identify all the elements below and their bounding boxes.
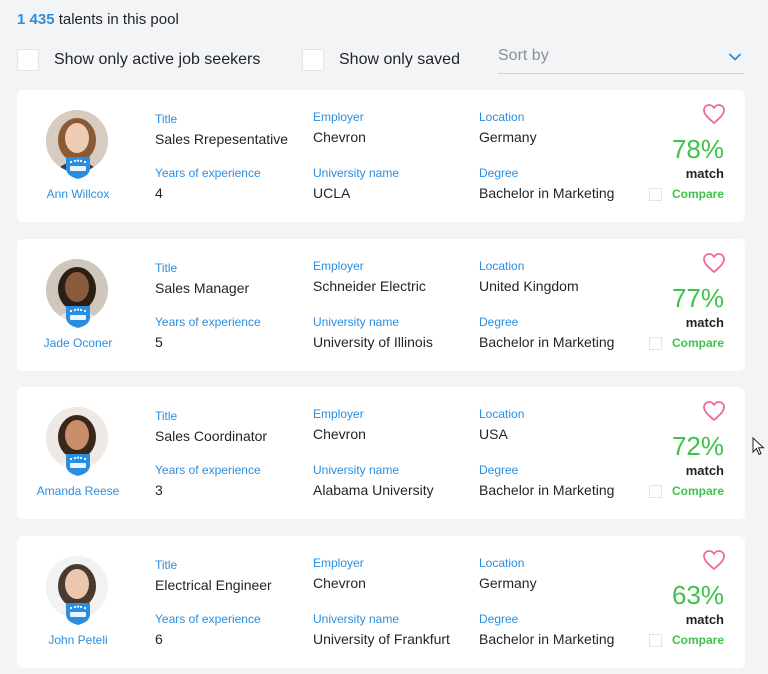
title-label: Title: [155, 409, 178, 423]
match-label: match: [685, 463, 724, 478]
compare-checkbox[interactable]: [649, 337, 662, 350]
degree-value: Bachelor in Marketing: [479, 185, 615, 201]
degree-value: Bachelor in Marketing: [479, 631, 615, 647]
years-label: Years of experience: [155, 315, 261, 329]
university-label: University name: [313, 315, 400, 329]
compare-label[interactable]: Compare: [672, 633, 725, 647]
chevron-down-icon: [729, 53, 741, 61]
university-value: University of Illinois: [313, 334, 433, 350]
compare-checkbox[interactable]: [649, 634, 662, 647]
active-seekers-checkbox[interactable]: [17, 49, 39, 71]
match-label: match: [685, 612, 724, 627]
degree-label: Degree: [479, 315, 519, 329]
employer-label: Employer: [313, 556, 364, 570]
sort-placeholder: Sort by: [498, 47, 549, 64]
degree-label: Degree: [479, 612, 519, 626]
talent-count: 1 435: [17, 11, 55, 28]
years-value: 4: [155, 185, 163, 201]
years-value: 6: [155, 631, 163, 647]
location-value: Germany: [479, 129, 537, 145]
sort-dropdown[interactable]: Sort by: [498, 44, 744, 74]
degree-label: Degree: [479, 463, 519, 477]
saved-only-checkbox[interactable]: [302, 49, 324, 71]
heart-icon[interactable]: [702, 252, 726, 274]
university-label: University name: [313, 463, 400, 477]
employer-label: Employer: [313, 407, 364, 421]
compare-checkbox[interactable]: [649, 485, 662, 498]
heart-icon[interactable]: [702, 400, 726, 422]
filter-bar: Show only active job seekers Show only s…: [17, 44, 745, 80]
years-label: Years of experience: [155, 612, 261, 626]
employer-label: Employer: [313, 259, 364, 273]
saved-only-label: Show only saved: [339, 51, 460, 68]
employer-label: Employer: [313, 110, 364, 124]
location-value: United Kingdom: [479, 278, 579, 294]
talent-name-link[interactable]: John Peteli: [48, 633, 108, 647]
title-label: Title: [155, 558, 178, 572]
location-label: Location: [479, 556, 525, 570]
degree-value: Bachelor in Marketing: [479, 334, 615, 350]
talent-card[interactable]: Amanda Reese Title Sales Coordinator Emp…: [17, 387, 745, 519]
talent-count-line: 1 435 talents in this pool: [17, 11, 179, 28]
match-percentage: 78%: [671, 134, 724, 164]
employer-value: Chevron: [313, 575, 366, 591]
talent-name-link[interactable]: Ann Willcox: [46, 187, 110, 201]
location-label: Location: [479, 259, 525, 273]
elite-badge-icon: [66, 603, 90, 625]
elite-badge-icon: [66, 454, 90, 476]
heart-icon[interactable]: [702, 549, 726, 571]
university-value: Alabama University: [313, 482, 434, 498]
university-value: UCLA: [313, 185, 351, 201]
match-label: match: [685, 315, 724, 330]
compare-label[interactable]: Compare: [672, 187, 725, 201]
avatar: [46, 407, 108, 469]
years-label: Years of experience: [155, 166, 261, 180]
university-value: University of Frankfurt: [313, 631, 450, 647]
talent-name-link[interactable]: Amanda Reese: [36, 484, 120, 498]
degree-label: Degree: [479, 166, 519, 180]
talent-card[interactable]: Jade Oconer Title Sales Manager Employer…: [17, 239, 745, 371]
elite-badge-icon: [66, 306, 90, 328]
talent-count-suffix: talents in this pool: [54, 11, 179, 28]
university-label: University name: [313, 612, 400, 626]
match-percentage: 72%: [671, 431, 724, 461]
location-value: Germany: [479, 575, 537, 591]
years-value: 5: [155, 334, 163, 350]
title-value: Sales Manager: [155, 280, 250, 296]
elite-badge-icon: [66, 157, 90, 179]
employer-value: Schneider Electric: [313, 278, 426, 294]
match-label: match: [685, 166, 724, 181]
title-value: Sales Coordinator: [155, 428, 268, 444]
title-value: Electrical Engineer: [155, 577, 272, 593]
heart-icon[interactable]: [702, 103, 726, 125]
employer-value: Chevron: [313, 426, 366, 442]
compare-label[interactable]: Compare: [672, 336, 725, 350]
years-label: Years of experience: [155, 463, 261, 477]
active-seekers-filter[interactable]: Show only active job seekers: [17, 49, 260, 71]
location-label: Location: [479, 110, 525, 124]
avatar-container: [46, 407, 110, 476]
active-seekers-label: Show only active job seekers: [54, 51, 261, 68]
employer-value: Chevron: [313, 129, 366, 145]
years-value: 3: [155, 482, 163, 498]
avatar-container: [46, 556, 110, 625]
talent-card[interactable]: John Peteli Title Electrical Engineer Em…: [17, 536, 745, 668]
location-value: USA: [479, 426, 508, 442]
compare-label[interactable]: Compare: [672, 484, 725, 498]
degree-value: Bachelor in Marketing: [479, 482, 615, 498]
university-label: University name: [313, 166, 400, 180]
location-label: Location: [479, 407, 525, 421]
title-label: Title: [155, 112, 178, 126]
match-percentage: 77%: [671, 283, 724, 313]
mouse-cursor-icon: [752, 437, 765, 456]
title-value: Sales Rrepesentative: [155, 131, 289, 147]
title-label: Title: [155, 261, 178, 275]
talent-name-link[interactable]: Jade Oconer: [43, 336, 113, 350]
talent-card[interactable]: Ann Willcox Title Sales Rrepesentative E…: [17, 90, 745, 222]
avatar-container: [46, 110, 110, 179]
match-percentage: 63%: [671, 580, 724, 610]
avatar-container: [46, 259, 110, 328]
saved-only-filter[interactable]: Show only saved: [302, 49, 460, 71]
compare-checkbox[interactable]: [649, 188, 662, 201]
